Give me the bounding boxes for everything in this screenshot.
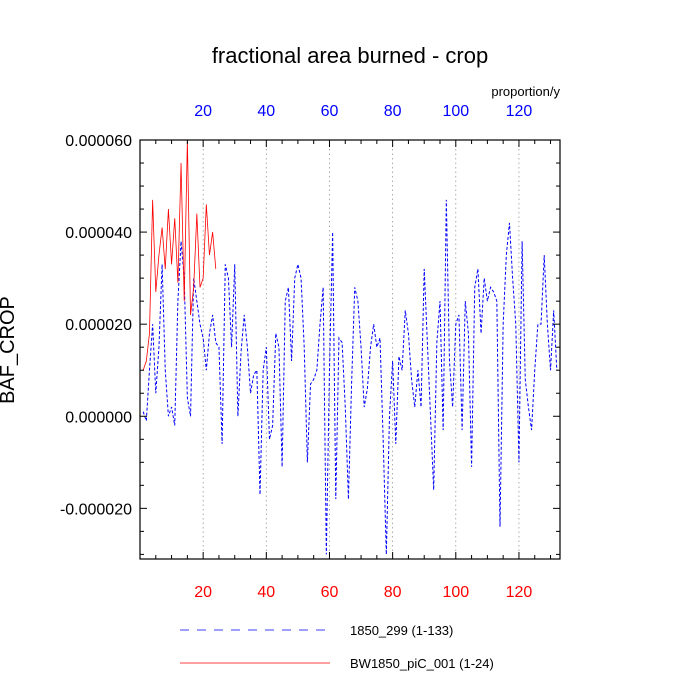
series-line-1 xyxy=(142,199,558,555)
chart-title: fractional area burned - crop xyxy=(212,43,488,68)
x-tick-label-bottom: 120 xyxy=(506,584,533,601)
series-line-2 xyxy=(142,139,217,371)
y-axis-label: BAF_CROP xyxy=(0,296,19,404)
x-tick-label-top: 100 xyxy=(442,103,469,120)
x-tick-label-top: 20 xyxy=(194,103,212,120)
legend-label-2: BW1850_piC_001 (1-24) xyxy=(350,656,494,671)
units-label: proportion/y xyxy=(491,84,560,99)
x-tick-label-top: 80 xyxy=(384,103,402,120)
x-tick-label-bottom: 60 xyxy=(321,584,339,601)
legend: 1850_299 (1-133) BW1850_piC_001 (1-24) xyxy=(180,623,494,671)
y-tick-label: 0.000060 xyxy=(65,133,132,150)
x-tick-label-top: 120 xyxy=(506,103,533,120)
legend-label-1: 1850_299 (1-133) xyxy=(350,623,453,638)
y-tick-label: -0.000020 xyxy=(60,501,132,518)
grid-lines xyxy=(202,140,520,559)
y-tick-label: 0.000020 xyxy=(65,317,132,334)
x-tick-label-bottom: 20 xyxy=(194,584,212,601)
x-tick-label-bottom: 80 xyxy=(384,584,402,601)
x-tick-label-top: 40 xyxy=(257,103,275,120)
axis-ticks xyxy=(140,140,560,559)
axis-tick-labels: 0.000060 0.000040 0.000020 0.000000 -0.00002… xyxy=(60,103,532,601)
y-tick-label: 0.000000 xyxy=(65,409,132,426)
x-tick-label-bottom: 100 xyxy=(442,584,469,601)
x-tick-label-top: 60 xyxy=(321,103,339,120)
x-tick-label-bottom: 40 xyxy=(257,584,275,601)
y-tick-label: 0.000040 xyxy=(65,225,132,242)
plot-frame xyxy=(139,139,561,560)
series-group xyxy=(142,139,558,555)
